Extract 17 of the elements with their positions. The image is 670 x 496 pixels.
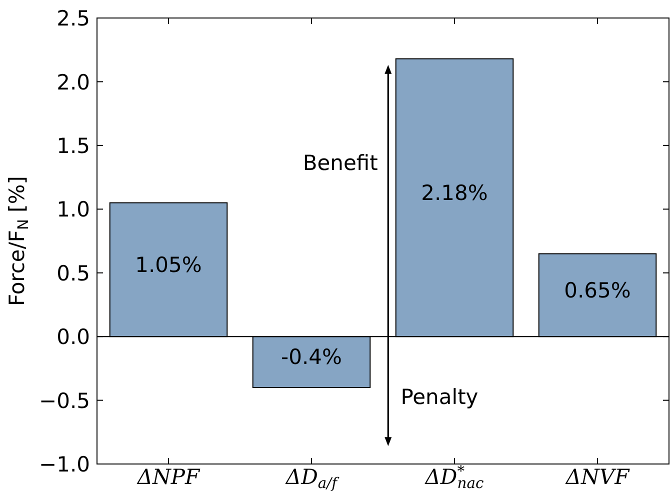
data-label: 0.65%	[564, 278, 631, 302]
y-tick-label: −1.0	[39, 452, 90, 477]
y-tick-label: 0.0	[56, 325, 90, 350]
y-tick-label: 2.0	[56, 70, 90, 94]
y-tick-label: 2.5	[56, 6, 90, 31]
x-tick-label: ΔNVF	[564, 465, 631, 489]
y-tick-label: 1.5	[56, 134, 90, 158]
data-label: 2.18%	[421, 180, 488, 205]
annotation: Benefit	[302, 151, 378, 176]
y-tick-label: −0.5	[39, 388, 90, 413]
y-tick-label: 0.5	[56, 261, 90, 286]
data-label: 1.05%	[135, 252, 202, 277]
x-tick-label: ΔD$_{a/f}$	[284, 465, 340, 492]
annotation: Penalty	[400, 384, 478, 409]
x-tick-label: ΔNPF	[136, 465, 202, 489]
y-tick-label: 1.0	[56, 198, 90, 222]
data-label: -0.4%	[281, 345, 342, 370]
